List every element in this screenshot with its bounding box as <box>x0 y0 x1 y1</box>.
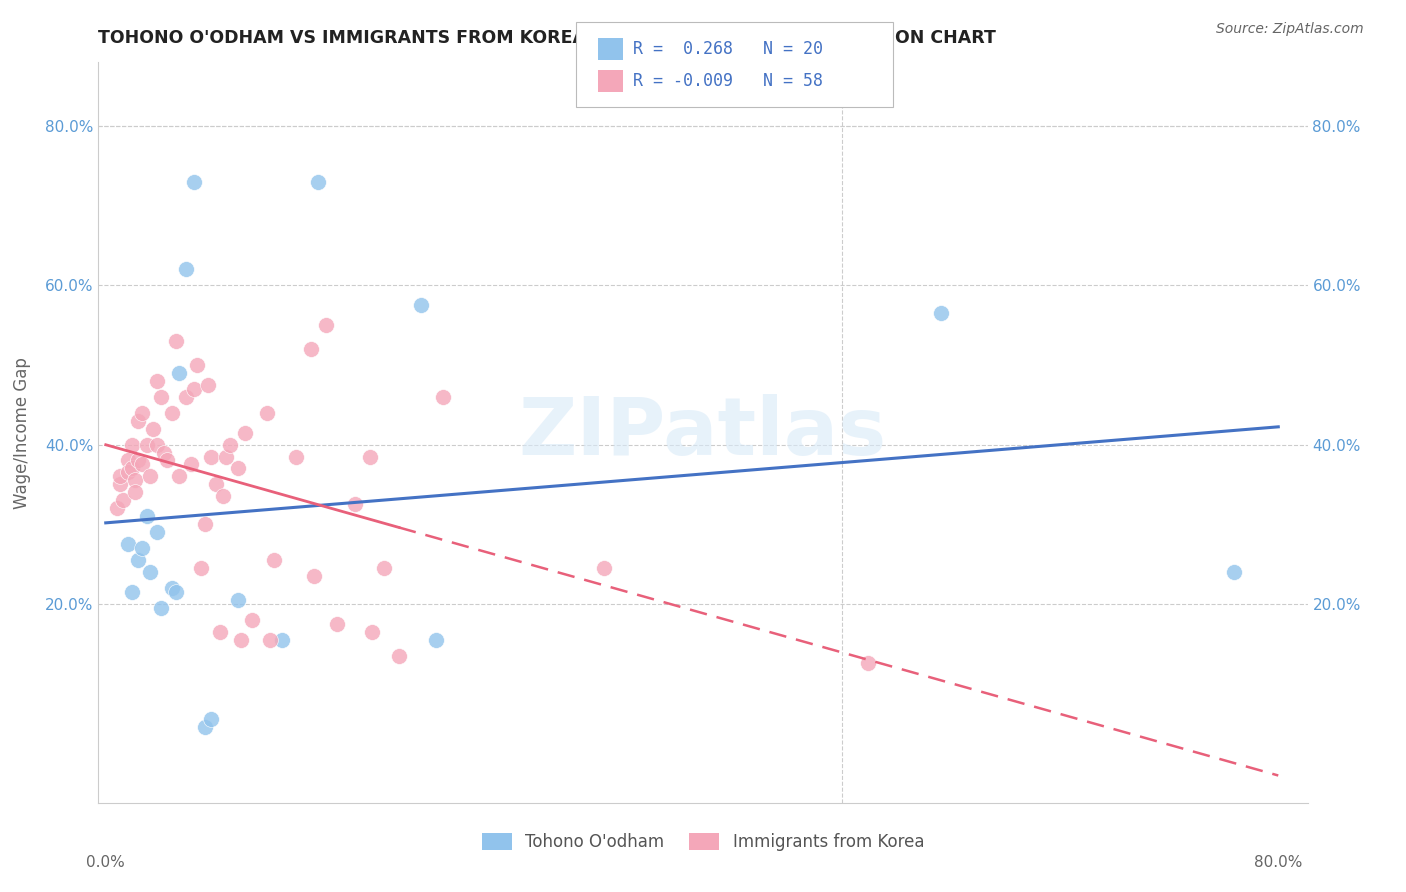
Point <box>361 624 384 639</box>
Point <box>160 581 183 595</box>
Point <box>112 493 135 508</box>
Point <box>165 584 187 599</box>
Point <box>167 366 190 380</box>
Point <box>160 406 183 420</box>
Point <box>343 497 366 511</box>
Text: 0.0%: 0.0% <box>86 855 125 870</box>
Point <box>204 477 226 491</box>
Point <box>194 720 217 734</box>
Point <box>233 425 256 440</box>
Point <box>190 561 212 575</box>
Point <box>388 648 411 663</box>
Point <box>215 450 238 464</box>
Point <box>117 466 139 480</box>
Point <box>240 613 263 627</box>
Point <box>593 561 616 575</box>
Point <box>127 453 149 467</box>
Point <box>197 377 219 392</box>
Point <box>409 298 432 312</box>
Point <box>1223 565 1246 579</box>
Point <box>107 501 129 516</box>
Text: R = -0.009   N = 58: R = -0.009 N = 58 <box>633 72 823 90</box>
Point <box>180 458 202 472</box>
Point <box>256 406 278 420</box>
Point <box>194 517 217 532</box>
Y-axis label: Wage/Income Gap: Wage/Income Gap <box>13 357 31 508</box>
Point <box>153 445 176 459</box>
Text: R =  0.268   N = 20: R = 0.268 N = 20 <box>633 40 823 58</box>
Point <box>373 561 395 575</box>
Point <box>138 469 160 483</box>
Point <box>285 450 308 464</box>
Point <box>209 624 232 639</box>
Point <box>165 334 187 348</box>
Point <box>425 632 447 647</box>
Point <box>212 489 235 503</box>
Point <box>121 461 143 475</box>
Point <box>131 541 153 555</box>
Point <box>929 306 952 320</box>
Point <box>432 390 454 404</box>
Point <box>259 632 281 647</box>
Point <box>219 437 242 451</box>
Point <box>307 175 329 189</box>
Point <box>302 569 325 583</box>
Point <box>131 406 153 420</box>
Point <box>167 469 190 483</box>
Text: ZIPatlas: ZIPatlas <box>519 393 887 472</box>
Point <box>226 461 249 475</box>
Point <box>135 437 157 451</box>
Point <box>176 390 198 404</box>
Point <box>359 450 381 464</box>
Point <box>121 584 143 599</box>
Point <box>121 437 143 451</box>
Legend: Tohono O'odham, Immigrants from Korea: Tohono O'odham, Immigrants from Korea <box>475 826 931 857</box>
Point <box>150 390 173 404</box>
Text: TOHONO O'ODHAM VS IMMIGRANTS FROM KOREA WAGE/INCOME GAP CORRELATION CHART: TOHONO O'ODHAM VS IMMIGRANTS FROM KOREA … <box>98 29 997 47</box>
Point <box>146 525 169 540</box>
Point <box>138 565 160 579</box>
Point <box>176 262 198 277</box>
Point <box>156 453 179 467</box>
Point <box>299 342 322 356</box>
Point <box>146 437 169 451</box>
Point <box>150 600 173 615</box>
Point <box>124 485 146 500</box>
Point <box>124 474 146 488</box>
Point <box>127 414 149 428</box>
Point <box>127 553 149 567</box>
Point <box>229 632 252 647</box>
Point <box>856 657 879 671</box>
Point <box>200 450 222 464</box>
Point <box>186 358 208 372</box>
Point <box>200 712 222 726</box>
Text: Source: ZipAtlas.com: Source: ZipAtlas.com <box>1216 22 1364 37</box>
Point <box>315 318 337 333</box>
Point <box>110 477 132 491</box>
Point <box>226 592 249 607</box>
Point <box>117 537 139 551</box>
Point <box>263 553 285 567</box>
Point <box>117 453 139 467</box>
Point <box>183 175 205 189</box>
Point <box>270 632 292 647</box>
Point <box>326 616 349 631</box>
Text: 80.0%: 80.0% <box>1254 855 1302 870</box>
Point <box>142 422 165 436</box>
Point <box>131 458 153 472</box>
Point <box>183 382 205 396</box>
Point <box>146 374 169 388</box>
Point <box>135 509 157 524</box>
Point <box>110 469 132 483</box>
